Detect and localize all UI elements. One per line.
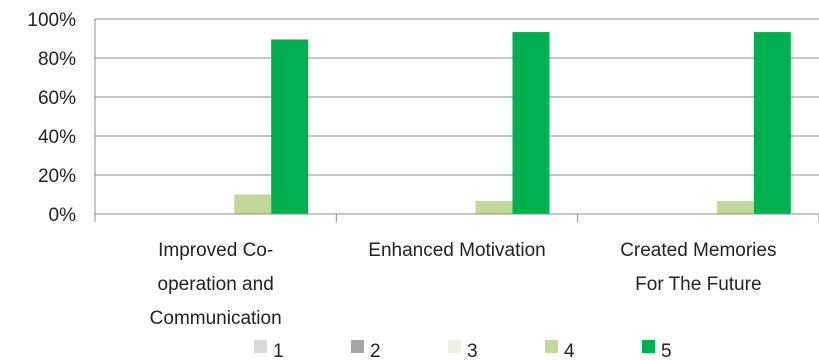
category-label-line: Communication bbox=[150, 308, 282, 329]
category-label: Created Memories For The Future bbox=[620, 240, 776, 295]
bar-series-4 bbox=[475, 200, 513, 214]
bar-series-4 bbox=[234, 194, 272, 214]
legend-label: 4 bbox=[564, 341, 575, 360]
category-label-line: operation and bbox=[158, 274, 274, 295]
x-axis bbox=[94, 19, 819, 222]
category-label-line: Improved Co- bbox=[158, 240, 273, 261]
bar-series-4 bbox=[716, 200, 754, 214]
legend-label: 5 bbox=[661, 341, 672, 360]
bar-series-5 bbox=[512, 32, 550, 214]
y-tick-label: 0% bbox=[49, 205, 77, 226]
y-tick-label: 100% bbox=[27, 10, 76, 31]
y-axis-tick-labels: 0% 20% 40% 60% 80% 100% bbox=[27, 10, 76, 226]
category-labels: Improved Co-operation and Communication En… bbox=[150, 240, 777, 329]
y-tick-label: 60% bbox=[38, 88, 76, 109]
category-label-line: For The Future bbox=[635, 274, 761, 295]
category-label-line: Enhanced Motivation bbox=[368, 240, 545, 261]
legend-swatch bbox=[351, 340, 364, 353]
legend-swatch bbox=[254, 340, 267, 353]
legend-label: 3 bbox=[467, 341, 478, 360]
y-tick-label: 40% bbox=[38, 127, 76, 148]
legend-swatch bbox=[545, 340, 558, 353]
bar-series-5 bbox=[271, 39, 309, 214]
legend-label: 2 bbox=[370, 341, 381, 360]
legend-label: 1 bbox=[273, 341, 284, 360]
category-label-line: Created Memories bbox=[620, 240, 776, 261]
bar-series-5 bbox=[753, 32, 791, 214]
y-tick-label: 20% bbox=[38, 166, 76, 187]
legend-swatch bbox=[448, 340, 461, 353]
y-tick-label: 80% bbox=[38, 49, 76, 70]
category-label: Enhanced Motivation bbox=[368, 240, 545, 261]
gridlines bbox=[95, 18, 819, 176]
bars bbox=[234, 32, 791, 214]
legend: 1 2 3 4 5 bbox=[254, 340, 672, 360]
category-label: Improved Co-operation and Communication bbox=[150, 240, 282, 329]
legend-swatch bbox=[642, 340, 655, 353]
